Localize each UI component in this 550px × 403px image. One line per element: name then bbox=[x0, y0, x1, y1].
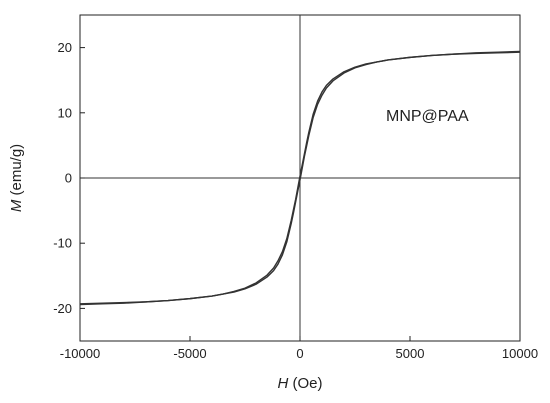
y-tick-label: -10 bbox=[53, 236, 72, 251]
x-tick-label: 5000 bbox=[396, 346, 425, 361]
y-tick-labels: -20 -10 0 10 20 bbox=[53, 40, 72, 316]
y-tick-label: 10 bbox=[58, 105, 72, 120]
x-axis-symbol: H bbox=[277, 375, 288, 392]
x-axis-label: H (Oe) bbox=[277, 375, 322, 392]
x-tick-label: -10000 bbox=[60, 346, 100, 361]
y-tick-label: 20 bbox=[58, 40, 72, 55]
series-line-descending bbox=[79, 50, 521, 305]
x-tick-label: -5000 bbox=[173, 346, 206, 361]
x-axis-unit: (Oe) bbox=[288, 375, 322, 392]
y-axis-unit: (emu/g) bbox=[8, 144, 25, 200]
y-axis-label: M (emu/g) bbox=[8, 144, 25, 212]
y-tick-label: 0 bbox=[65, 171, 72, 186]
y-axis-symbol: M bbox=[8, 199, 25, 212]
sample-annotation: MNP@PAA bbox=[386, 108, 469, 125]
hysteresis-loop bbox=[79, 50, 521, 306]
x-tick-label: 10000 bbox=[502, 346, 538, 361]
y-tick-label: -20 bbox=[53, 301, 72, 316]
x-tick-label: 0 bbox=[296, 346, 303, 361]
x-tick-labels: -10000 -5000 0 5000 10000 bbox=[60, 346, 538, 361]
tick-marks bbox=[79, 47, 521, 341]
